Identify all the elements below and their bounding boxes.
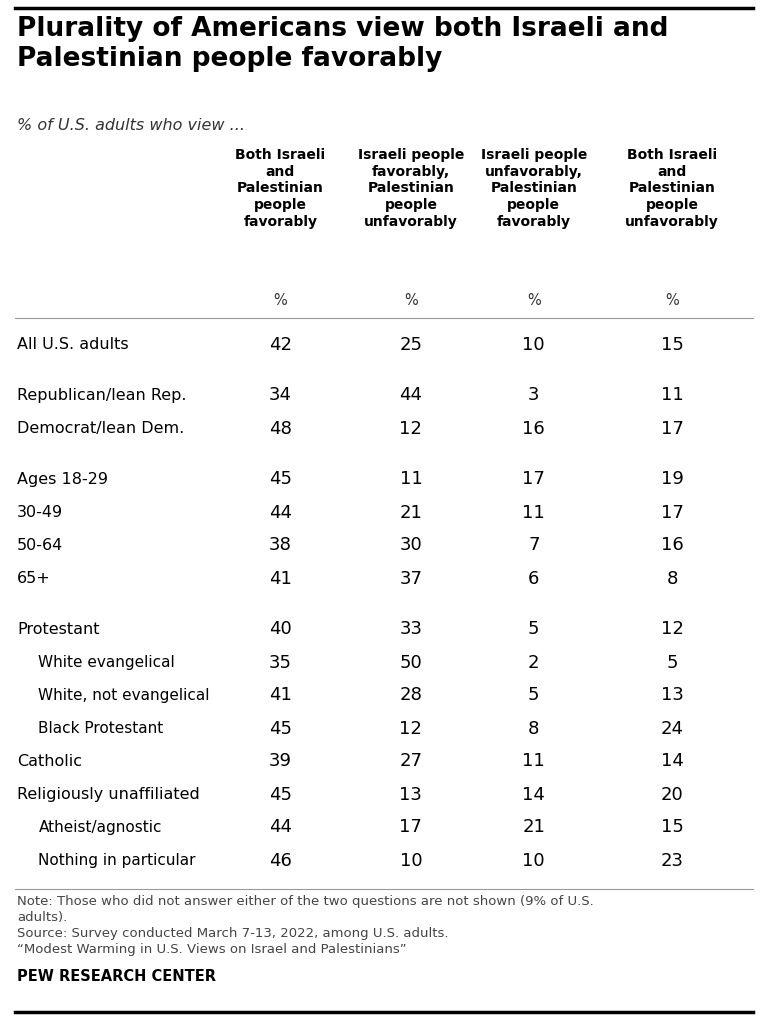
Text: PEW RESEARCH CENTER: PEW RESEARCH CENTER: [17, 969, 216, 984]
Text: 45: 45: [269, 719, 292, 738]
Text: Nothing in particular: Nothing in particular: [38, 853, 196, 868]
Text: 17: 17: [660, 504, 684, 521]
Text: Plurality of Americans view both Israeli and
Palestinian people favorably: Plurality of Americans view both Israeli…: [17, 16, 668, 72]
Text: 7: 7: [528, 537, 539, 555]
Text: 21: 21: [522, 819, 545, 836]
Text: 5: 5: [667, 653, 677, 671]
Text: 30: 30: [399, 537, 422, 555]
Text: %: %: [404, 293, 418, 308]
Text: 11: 11: [399, 470, 422, 489]
Text: 3: 3: [528, 386, 539, 405]
Text: 50: 50: [399, 653, 422, 671]
Text: 6: 6: [528, 569, 539, 588]
Text: 39: 39: [269, 752, 292, 771]
Text: 16: 16: [660, 537, 684, 555]
Text: Religiously unaffiliated: Religiously unaffiliated: [17, 787, 200, 802]
Text: 42: 42: [269, 335, 292, 354]
Text: 24: 24: [660, 719, 684, 738]
Text: 2: 2: [528, 653, 539, 671]
Text: 38: 38: [269, 537, 292, 555]
Text: 19: 19: [660, 470, 684, 489]
Text: 17: 17: [522, 470, 545, 489]
Text: 23: 23: [660, 851, 684, 870]
Text: 44: 44: [269, 504, 292, 521]
Text: 37: 37: [399, 569, 422, 588]
Text: 17: 17: [660, 419, 684, 437]
Text: 14: 14: [660, 752, 684, 771]
Text: Democrat/lean Dem.: Democrat/lean Dem.: [17, 421, 184, 436]
Text: %: %: [273, 293, 287, 308]
Text: Israeli people
unfavorably,
Palestinian
people
favorably: Israeli people unfavorably, Palestinian …: [481, 148, 587, 229]
Text: White, not evangelical: White, not evangelical: [38, 688, 210, 703]
Text: 50-64: 50-64: [17, 538, 63, 553]
Text: %: %: [665, 293, 679, 308]
Text: Note: Those who did not answer either of the two questions are not shown (9% of : Note: Those who did not answer either of…: [17, 895, 594, 908]
Text: 17: 17: [399, 819, 422, 836]
Text: Atheist/agnostic: Atheist/agnostic: [38, 820, 162, 835]
Text: 12: 12: [399, 719, 422, 738]
Text: 48: 48: [269, 419, 292, 437]
Text: Black Protestant: Black Protestant: [38, 721, 164, 736]
Text: 14: 14: [522, 786, 545, 803]
Text: 8: 8: [528, 719, 539, 738]
Text: 41: 41: [269, 569, 292, 588]
Text: 12: 12: [399, 419, 422, 437]
Text: 11: 11: [522, 752, 545, 771]
Text: 33: 33: [399, 620, 422, 639]
Text: 10: 10: [522, 335, 545, 354]
Text: 5: 5: [528, 687, 539, 704]
Text: Both Israeli
and
Palestinian
people
unfavorably: Both Israeli and Palestinian people unfa…: [625, 148, 719, 229]
Text: 13: 13: [399, 786, 422, 803]
Text: 16: 16: [522, 419, 545, 437]
Text: Both Israeli
and
Palestinian
people
favorably: Both Israeli and Palestinian people favo…: [235, 148, 326, 229]
Text: 35: 35: [269, 653, 292, 671]
Text: Catholic: Catholic: [17, 754, 82, 769]
Text: 34: 34: [269, 386, 292, 405]
Text: adults).: adults).: [17, 911, 67, 924]
Text: 65+: 65+: [17, 571, 51, 586]
Text: 27: 27: [399, 752, 422, 771]
Text: 21: 21: [399, 504, 422, 521]
Text: 41: 41: [269, 687, 292, 704]
Text: 44: 44: [269, 819, 292, 836]
Text: 45: 45: [269, 786, 292, 803]
Text: 11: 11: [660, 386, 684, 405]
Text: Ages 18-29: Ages 18-29: [17, 472, 108, 487]
Text: 45: 45: [269, 470, 292, 489]
Text: 8: 8: [667, 569, 677, 588]
Text: %: %: [527, 293, 541, 308]
Text: Source: Survey conducted March 7-13, 2022, among U.S. adults.: Source: Survey conducted March 7-13, 202…: [17, 927, 449, 940]
Text: “Modest Warming in U.S. Views on Israel and Palestinians”: “Modest Warming in U.S. Views on Israel …: [17, 943, 406, 956]
Text: Israeli people
favorably,
Palestinian
people
unfavorably: Israeli people favorably, Palestinian pe…: [358, 148, 464, 229]
Text: 25: 25: [399, 335, 422, 354]
Text: 15: 15: [660, 335, 684, 354]
Text: 40: 40: [269, 620, 292, 639]
Text: 28: 28: [399, 687, 422, 704]
Text: White evangelical: White evangelical: [38, 655, 175, 670]
Text: 15: 15: [660, 819, 684, 836]
Text: 12: 12: [660, 620, 684, 639]
Text: 20: 20: [660, 786, 684, 803]
Text: All U.S. adults: All U.S. adults: [17, 337, 128, 352]
Text: 46: 46: [269, 851, 292, 870]
Text: % of U.S. adults who view ...: % of U.S. adults who view ...: [17, 118, 245, 133]
Text: 11: 11: [522, 504, 545, 521]
Text: Protestant: Protestant: [17, 622, 99, 637]
Text: Republican/lean Rep.: Republican/lean Rep.: [17, 388, 187, 403]
Text: 5: 5: [528, 620, 539, 639]
Text: 30-49: 30-49: [17, 505, 63, 520]
Text: 13: 13: [660, 687, 684, 704]
Text: 10: 10: [399, 851, 422, 870]
Text: 44: 44: [399, 386, 422, 405]
Text: 10: 10: [522, 851, 545, 870]
